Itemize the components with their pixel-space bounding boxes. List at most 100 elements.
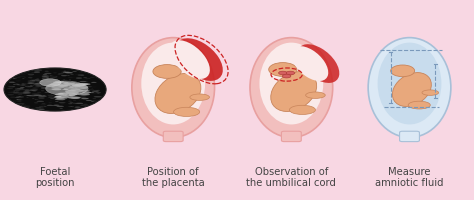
Ellipse shape [66,84,70,85]
Ellipse shape [84,89,88,90]
Ellipse shape [16,84,18,85]
Ellipse shape [47,95,52,96]
Ellipse shape [7,95,14,96]
Ellipse shape [79,73,83,74]
Ellipse shape [52,89,61,91]
Ellipse shape [80,94,90,95]
Ellipse shape [23,92,30,93]
Ellipse shape [74,90,81,91]
Ellipse shape [68,94,78,96]
Ellipse shape [79,87,88,88]
Ellipse shape [36,81,41,82]
Ellipse shape [68,97,81,99]
Ellipse shape [32,94,39,95]
Ellipse shape [80,81,88,83]
Ellipse shape [63,93,73,95]
Ellipse shape [46,85,50,86]
Ellipse shape [53,73,57,74]
Ellipse shape [72,89,77,90]
Ellipse shape [72,93,79,95]
Ellipse shape [61,80,68,82]
Ellipse shape [89,93,98,94]
Ellipse shape [11,87,15,88]
Ellipse shape [42,78,48,79]
Ellipse shape [30,89,38,91]
Ellipse shape [58,74,64,75]
Ellipse shape [250,38,333,138]
Ellipse shape [63,72,70,73]
Ellipse shape [28,83,32,84]
Ellipse shape [11,101,18,102]
Ellipse shape [77,97,81,98]
Ellipse shape [61,76,67,77]
Ellipse shape [53,105,60,106]
Ellipse shape [368,38,451,138]
Ellipse shape [75,103,83,105]
Ellipse shape [170,41,210,80]
Ellipse shape [32,89,38,90]
Ellipse shape [62,98,68,99]
Ellipse shape [39,80,44,81]
Ellipse shape [81,75,84,76]
Ellipse shape [21,74,26,75]
Ellipse shape [32,80,39,82]
Ellipse shape [44,104,47,105]
Ellipse shape [55,77,58,78]
Ellipse shape [70,83,78,85]
Ellipse shape [48,97,53,98]
Ellipse shape [34,72,40,73]
Ellipse shape [32,82,39,83]
Ellipse shape [80,82,87,83]
Ellipse shape [30,90,37,92]
Ellipse shape [57,82,68,84]
Ellipse shape [41,91,44,92]
Ellipse shape [61,73,64,74]
Ellipse shape [46,82,53,83]
Ellipse shape [47,95,54,96]
Ellipse shape [82,88,87,89]
Ellipse shape [25,86,33,88]
Ellipse shape [74,84,86,87]
Ellipse shape [71,98,80,99]
Ellipse shape [15,81,21,82]
Ellipse shape [63,99,67,100]
Ellipse shape [46,91,48,92]
Ellipse shape [18,77,20,78]
Ellipse shape [62,89,68,90]
Ellipse shape [71,107,74,108]
Ellipse shape [27,83,35,84]
Ellipse shape [37,93,41,94]
Ellipse shape [173,108,200,117]
Ellipse shape [422,90,438,96]
Ellipse shape [81,84,91,86]
Ellipse shape [43,75,47,76]
Ellipse shape [82,91,90,92]
Ellipse shape [28,75,34,76]
Ellipse shape [72,72,77,73]
Ellipse shape [24,85,29,86]
Ellipse shape [55,76,58,77]
Ellipse shape [71,87,76,88]
Ellipse shape [36,108,41,109]
Ellipse shape [59,86,66,87]
Ellipse shape [292,47,328,82]
Ellipse shape [83,90,89,91]
Ellipse shape [65,107,71,108]
Ellipse shape [44,92,47,93]
Ellipse shape [42,76,49,77]
Ellipse shape [53,78,60,79]
Ellipse shape [54,78,62,79]
Ellipse shape [92,98,96,99]
Ellipse shape [77,90,79,91]
Ellipse shape [83,92,91,94]
Ellipse shape [46,82,88,96]
Ellipse shape [50,84,64,86]
Ellipse shape [70,103,73,104]
Ellipse shape [23,93,31,94]
Ellipse shape [69,83,75,84]
Ellipse shape [16,83,19,84]
Ellipse shape [35,99,36,100]
Ellipse shape [34,70,42,72]
Ellipse shape [391,66,415,77]
Ellipse shape [89,92,94,93]
